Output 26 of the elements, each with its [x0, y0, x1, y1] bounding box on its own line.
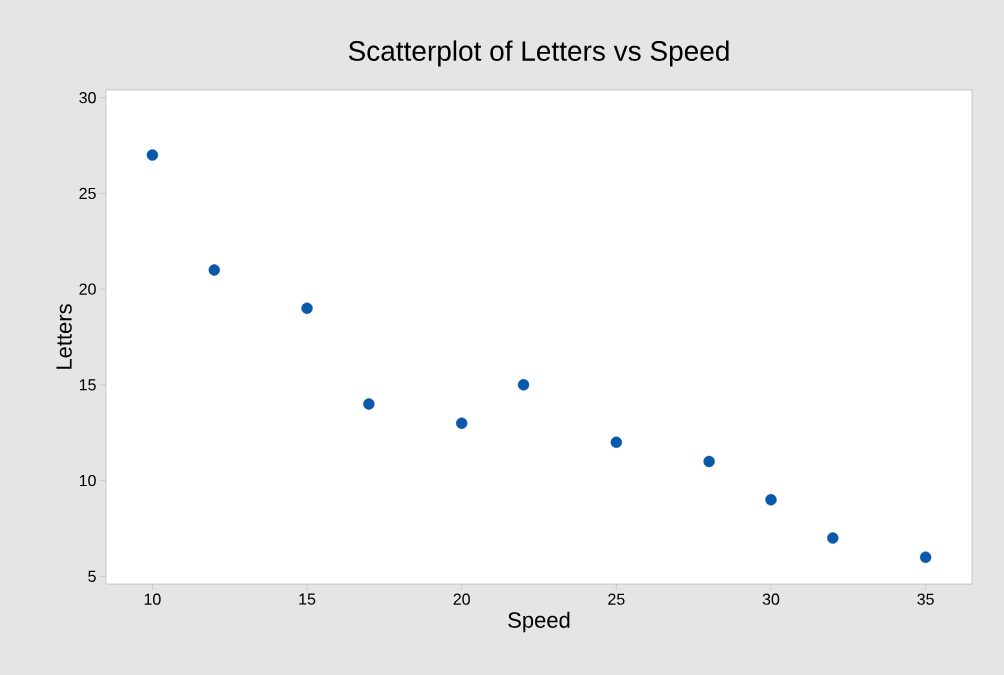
point [455, 417, 468, 429]
y-tick-label: 25 [79, 187, 96, 200]
x-tick-label: 35 [917, 593, 934, 605]
x-tick-label: 30 [762, 593, 780, 605]
x-tick-label: 20 [453, 593, 470, 605]
point [703, 455, 715, 468]
y-axis-title: Letters [56, 304, 72, 369]
point [919, 551, 932, 563]
point [765, 494, 777, 506]
point [827, 532, 839, 544]
x-tick-label: 25 [608, 593, 625, 605]
y-tick-label: 30 [79, 92, 96, 104]
point [301, 302, 313, 314]
x-tick-label: 10 [144, 593, 161, 605]
x-axis-title: Speed [508, 611, 570, 633]
chart-title: Scatterplot of Letters vs Speed [348, 40, 729, 67]
point [208, 264, 220, 276]
y-tick-label: 20 [79, 283, 96, 295]
point [363, 398, 375, 410]
y-tick-label: 10 [79, 474, 96, 487]
point [146, 149, 159, 161]
point [610, 436, 623, 449]
x-tick-label: 15 [299, 593, 316, 605]
point [517, 379, 530, 391]
y-tick-label: 5 [88, 570, 96, 582]
y-tick-label: 15 [79, 379, 96, 391]
